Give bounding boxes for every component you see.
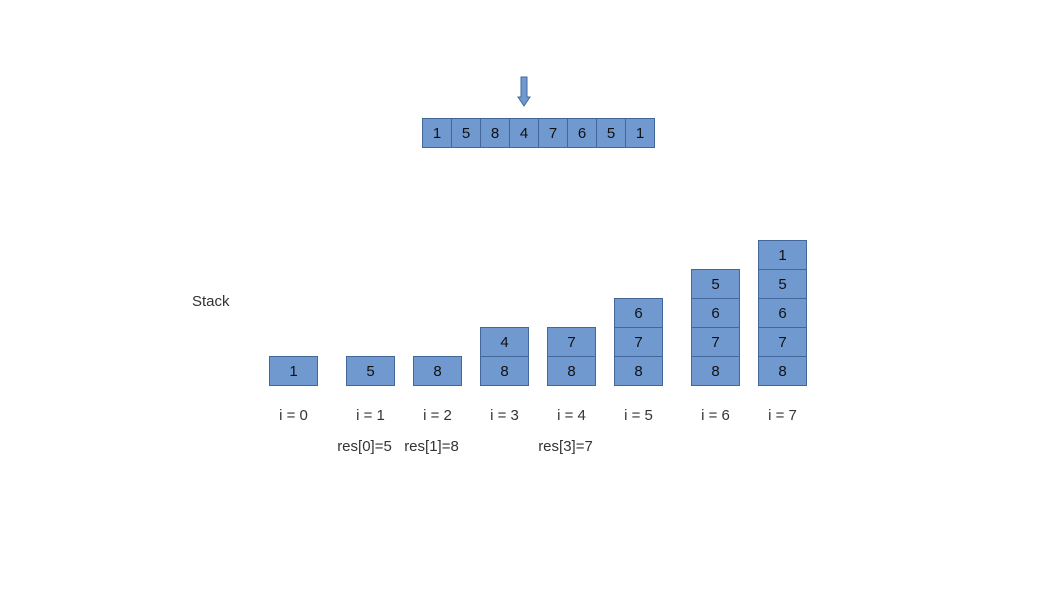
step-label: i = 7 xyxy=(768,407,797,424)
step-label: i = 5 xyxy=(624,407,653,424)
array-cell: 1 xyxy=(422,118,452,148)
result-label: res[1]=8 xyxy=(404,438,459,455)
step-label: i = 0 xyxy=(279,407,308,424)
stack-cell: 8 xyxy=(480,356,529,386)
stack-cell: 6 xyxy=(758,298,807,328)
stack-cell: 8 xyxy=(413,356,462,386)
step-label: i = 3 xyxy=(490,407,519,424)
array-cell: 8 xyxy=(480,118,510,148)
stack-label: Stack xyxy=(192,293,230,310)
array-cell: 5 xyxy=(451,118,481,148)
array-cell: 7 xyxy=(538,118,568,148)
step-label: i = 4 xyxy=(557,407,586,424)
step-label: i = 2 xyxy=(423,407,452,424)
result-label: res[3]=7 xyxy=(538,438,593,455)
stack-cell: 7 xyxy=(691,327,740,357)
step-label: i = 1 xyxy=(356,407,385,424)
array-cell: 1 xyxy=(625,118,655,148)
stack-cell: 5 xyxy=(758,269,807,299)
array-cell: 4 xyxy=(509,118,539,148)
stack-cell: 4 xyxy=(480,327,529,357)
array-cell: 5 xyxy=(596,118,626,148)
step-label: i = 6 xyxy=(701,407,730,424)
stack-cell: 6 xyxy=(614,298,663,328)
stack-cell: 8 xyxy=(614,356,663,386)
down-arrow-icon xyxy=(517,76,531,108)
stack-cell: 5 xyxy=(691,269,740,299)
stack-cell: 5 xyxy=(346,356,395,386)
stack-cell: 8 xyxy=(547,356,596,386)
stack-cell: 1 xyxy=(269,356,318,386)
array-cell: 6 xyxy=(567,118,597,148)
stack-cell: 7 xyxy=(614,327,663,357)
stack-cell: 8 xyxy=(691,356,740,386)
stack-cell: 7 xyxy=(547,327,596,357)
stack-cell: 7 xyxy=(758,327,807,357)
result-label: res[0]=5 xyxy=(337,438,392,455)
stack-cell: 8 xyxy=(758,356,807,386)
stack-cell: 1 xyxy=(758,240,807,270)
stack-cell: 6 xyxy=(691,298,740,328)
